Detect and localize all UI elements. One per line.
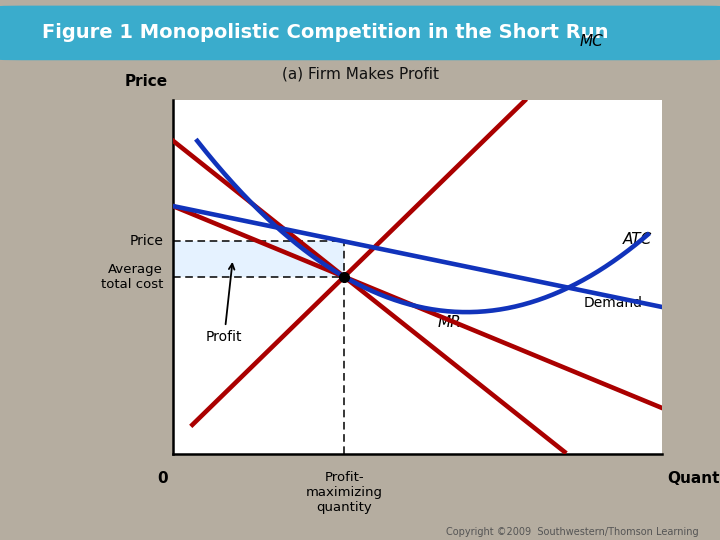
Text: Price: Price xyxy=(129,234,163,248)
Text: 0: 0 xyxy=(157,471,168,487)
Text: Copyright ©2009  Southwestern/Thomson Learning: Copyright ©2009 Southwestern/Thomson Lea… xyxy=(446,527,698,537)
Text: Profit-
maximizing
quantity: Profit- maximizing quantity xyxy=(306,471,382,514)
Text: Average
total cost: Average total cost xyxy=(101,263,163,291)
Text: MC: MC xyxy=(579,34,603,49)
Text: Demand: Demand xyxy=(584,296,643,310)
FancyBboxPatch shape xyxy=(0,6,720,59)
Text: MR: MR xyxy=(437,315,461,329)
Text: Figure 1 Monopolistic Competition in the Short Run: Figure 1 Monopolistic Competition in the… xyxy=(42,23,608,43)
Text: Price: Price xyxy=(125,75,168,89)
Text: ATC: ATC xyxy=(624,232,652,247)
Text: Profit: Profit xyxy=(206,264,243,344)
Text: (a) Firm Makes Profit: (a) Firm Makes Profit xyxy=(282,67,438,82)
Bar xyxy=(173,241,344,276)
Text: Quantity: Quantity xyxy=(667,471,720,487)
